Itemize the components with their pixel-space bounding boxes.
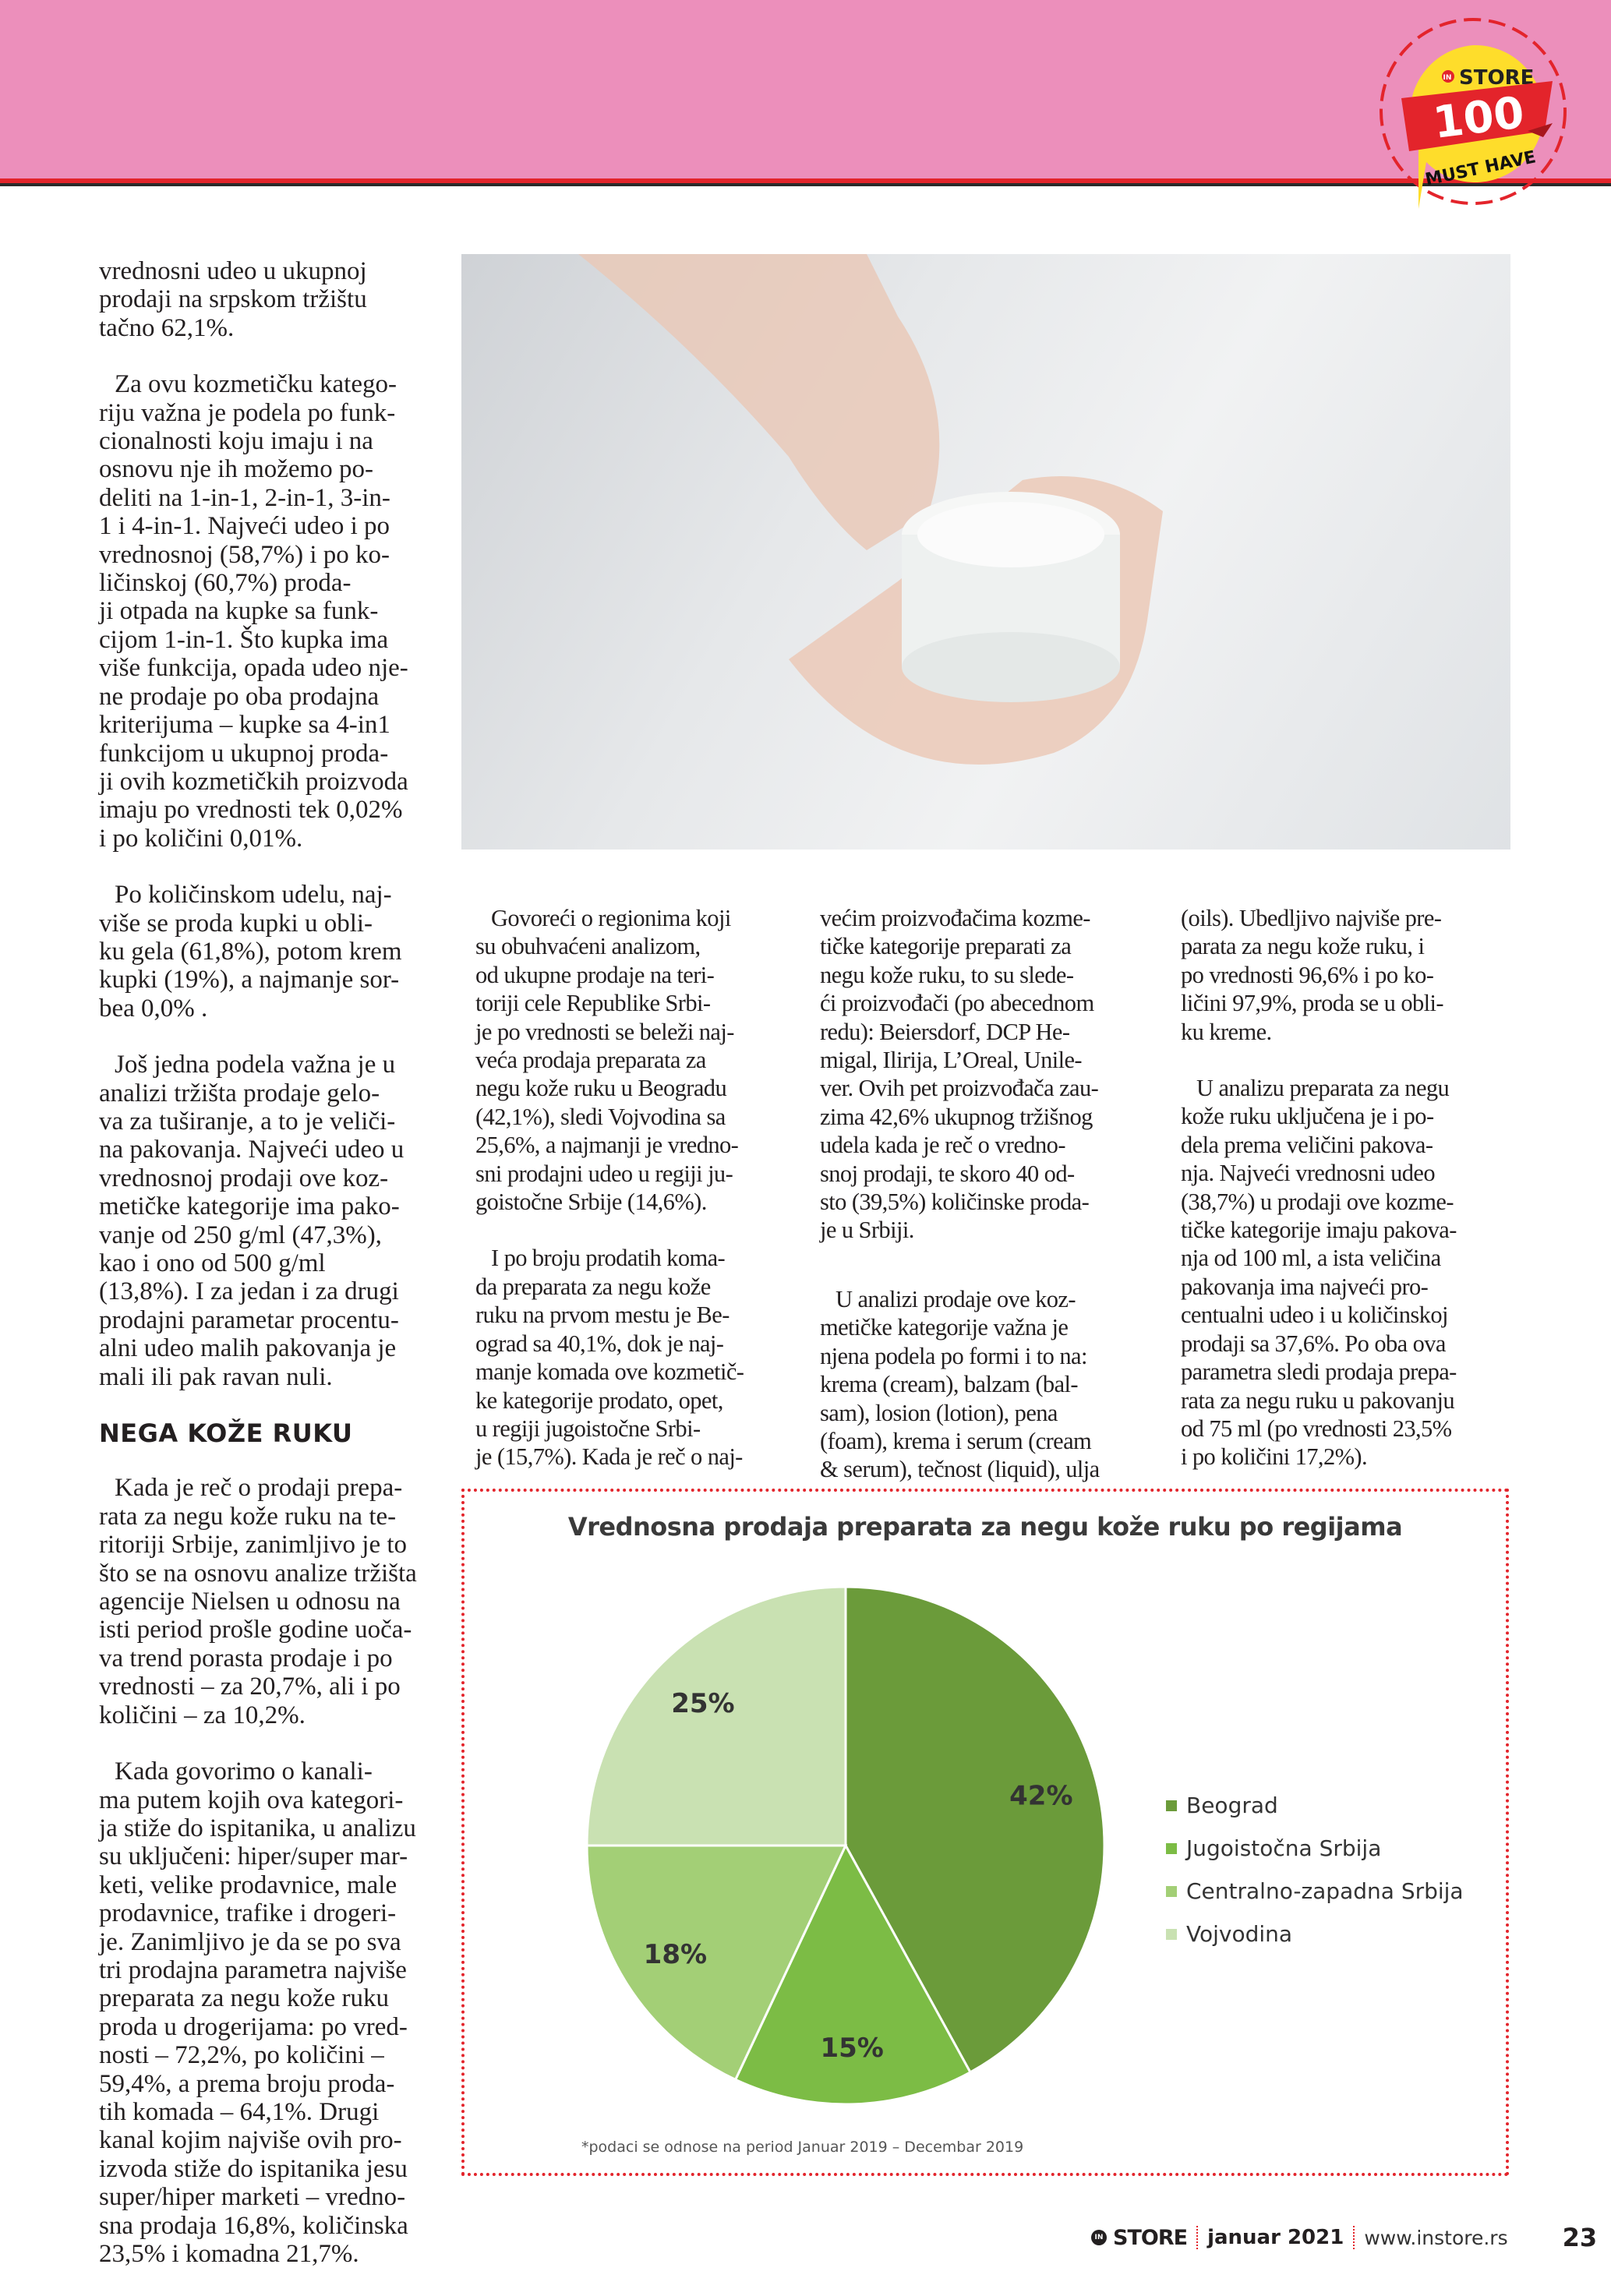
section-heading: NEGA KOŽE RUKU [99, 1418, 353, 1449]
paragraph: I po broju prodatih koma- da preparata z… [475, 1245, 744, 1471]
paragraph: Kada je reč o prodaji prepa- rata za neg… [99, 1474, 417, 1729]
footer-url[interactable]: www.instore.rs [1364, 2226, 1508, 2249]
pie-slice-vojvodina [585, 1585, 847, 1847]
page-footer: IN STORE januar 2021 www.instore.rs 23 [1091, 2223, 1597, 2252]
legend-item: Vojvodina [1166, 1913, 1464, 1955]
hands-cream-jar-photo [461, 254, 1510, 850]
paragraph: Još jedna podela važna je u analizi trži… [99, 1051, 405, 1391]
legend-label: Vojvodina [1186, 1921, 1293, 1947]
chart-title: Vrednosna prodaja preparata za negu kože… [567, 1512, 1403, 1542]
article-column-3: većim proizvođačima kozme- tičke kategor… [820, 904, 1155, 1512]
paragraph: većim proizvođačima kozme- tičke kategor… [820, 905, 1099, 1244]
chart-box: Vrednosna prodaja preparata za negu kože… [461, 1489, 1509, 2176]
badge-number: 100 [1430, 87, 1527, 149]
pie-chart: 42% 15% 18% 25% [585, 1585, 1106, 2106]
header-divider [0, 178, 1611, 183]
paragraph: U analizu preparata za negu kože ruku uk… [1181, 1075, 1457, 1471]
legend-swatch [1166, 1928, 1177, 1940]
header-band [0, 0, 1611, 182]
legend-swatch [1166, 1885, 1177, 1897]
paragraph: (oils). Ubedljivo najviše pre- parata za… [1181, 905, 1444, 1045]
article-column-1: vrednosni udeo u ukupnoj prodaji na srps… [99, 257, 442, 2296]
legend-item: Jugoistočna Srbija [1166, 1827, 1464, 1870]
legend-label: Beograd [1186, 1793, 1278, 1818]
header-divider-dark [0, 183, 1611, 186]
pie-data-label: 15% [820, 2033, 883, 2064]
pie-data-label: 42% [1009, 1781, 1072, 1812]
paragraph: Po količinskom udelu, naj- više se proda… [99, 881, 402, 1023]
legend-item: Centralno-zapadna Srbija [1166, 1870, 1464, 1913]
instore-100-must-have-badge: IN STORE 100 MUST HAVE [1380, 18, 1567, 210]
instore-logo-icon: IN [1091, 2230, 1107, 2245]
paragraph: Kada govorimo o kanali- ma putem kojih o… [99, 1757, 416, 2268]
pie-data-label: 18% [644, 1939, 707, 1970]
pie-slice-centralno-zapadna-srbija [585, 1844, 848, 2082]
legend-label: Centralno-zapadna Srbija [1186, 1878, 1464, 1904]
pie-data-label: 25% [671, 1688, 734, 1719]
page-number: 23 [1562, 2223, 1598, 2252]
paragraph: vrednosni udeo u ukupnoj prodaji na srps… [99, 257, 367, 342]
footer-brand: STORE [1113, 2225, 1188, 2250]
svg-text:IN: IN [1443, 74, 1452, 82]
legend-label: Jugoistočna Srbija [1186, 1835, 1382, 1861]
chart-legend: Beograd Jugoistočna Srbija Centralno-zap… [1166, 1784, 1464, 1955]
paragraph: Govoreći o regionima koji su obuhvaćeni … [475, 905, 739, 1216]
paragraph: U analizi prodaje ove koz- metičke kateg… [820, 1285, 1100, 1483]
legend-swatch [1166, 1800, 1177, 1811]
footer-separator [1353, 2226, 1355, 2249]
legend-swatch [1166, 1842, 1177, 1854]
chart-footnote: *podaci se odnose na period Januar 2019 … [581, 2139, 1024, 2156]
pie-slice-beograd [844, 1585, 1106, 2074]
pie-slice-jugoisto-na-srbija [733, 1842, 972, 2106]
article-column-2: Govoreći o regionima koji su obuhvaćeni … [475, 904, 795, 1499]
article-column-4: (oils). Ubedljivo najviše pre- parata za… [1181, 904, 1516, 1499]
footer-separator [1196, 2226, 1199, 2249]
footer-date: januar 2021 [1207, 2226, 1344, 2249]
paragraph: Za ovu kozmetičku katego- riju važna je … [99, 370, 408, 853]
legend-item: Beograd [1166, 1784, 1464, 1827]
